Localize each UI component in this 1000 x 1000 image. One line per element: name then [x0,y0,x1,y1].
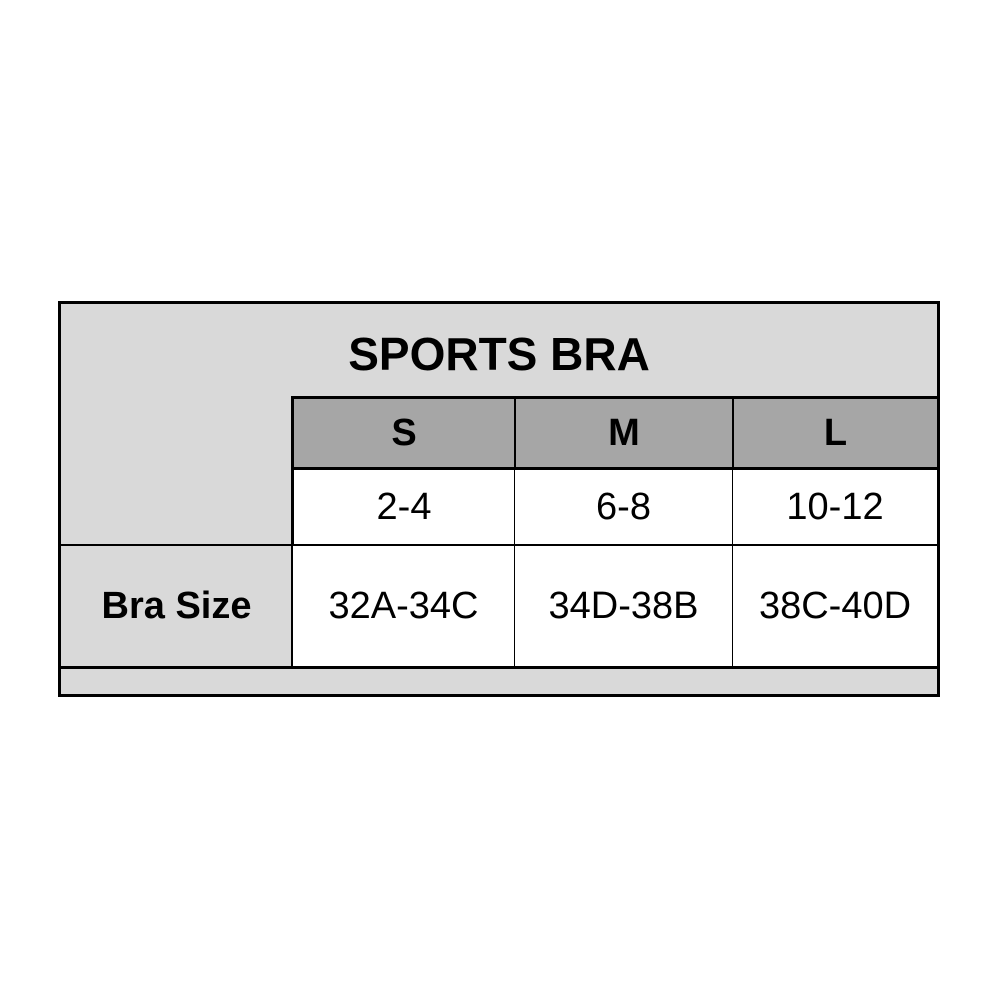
column-header-s: S [291,396,514,470]
size-chart-table: SPORTS BRA S M L 2-4 6-8 10-12 Bra Size … [58,301,940,697]
dress-size-m: 6-8 [514,470,732,544]
dress-size-l: 10-12 [732,470,937,544]
bra-size-l: 38C-40D [732,544,937,666]
row-label-bra-size: Bra Size [61,544,292,666]
column-header-m: M [514,396,732,470]
bra-size-s: 32A-34C [291,544,514,666]
column-header-l: L [732,396,937,470]
table-title: SPORTS BRA [348,328,650,380]
bra-size-m: 34D-38B [514,544,732,666]
footer-strip [61,666,937,697]
dress-size-s: 2-4 [291,470,514,544]
